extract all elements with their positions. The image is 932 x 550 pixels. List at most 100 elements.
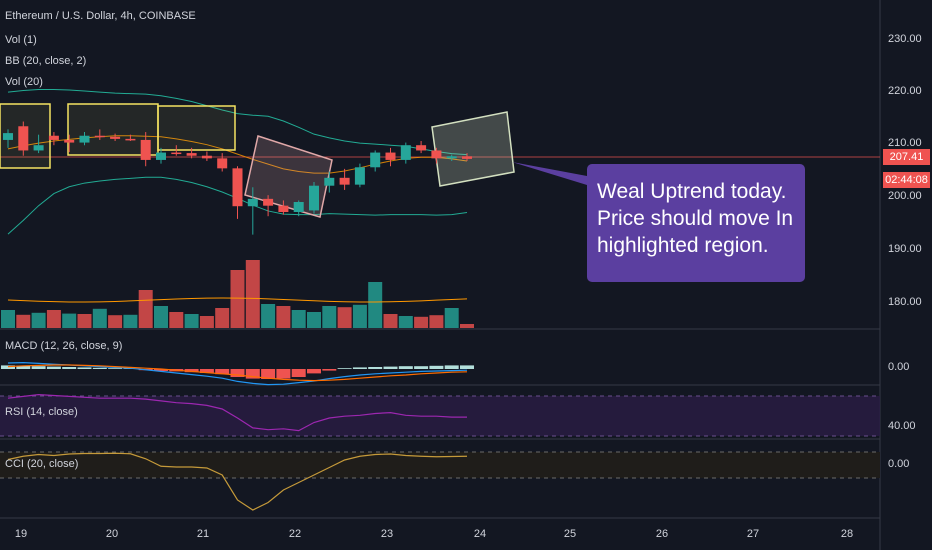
macd-histogram-bar (337, 368, 352, 369)
candle-body (94, 135, 105, 138)
macd-histogram-bar (154, 369, 168, 371)
macd-histogram-bar (276, 369, 291, 379)
rsi-line (7, 393, 467, 432)
annotation-box-3 (157, 105, 236, 151)
cci-line (7, 452, 468, 511)
indicator-vol20-label[interactable]: Vol (20) (5, 76, 43, 88)
volume-bar (184, 314, 199, 328)
macd-histogram-bar (307, 369, 321, 374)
macd-histogram-bar (92, 367, 107, 369)
macd-histogram-bar (291, 369, 306, 377)
volume-bar (291, 310, 306, 328)
candle-body (446, 156, 457, 159)
candle-body (462, 156, 472, 159)
rsi-title[interactable]: RSI (14, close) (5, 406, 78, 418)
volume-bar (92, 308, 107, 328)
time-axis-label: 27 (746, 528, 760, 540)
candle-body (33, 145, 44, 151)
price-axis-label: 210.00 (888, 137, 922, 149)
candle-body (232, 168, 243, 207)
macd-histogram-bar (16, 365, 31, 369)
candle-body (140, 139, 151, 160)
macd-histogram-bar (429, 365, 444, 369)
time-axis-label: 28 (840, 528, 854, 540)
macd-histogram-bar (460, 365, 474, 369)
volume-bar (230, 270, 245, 328)
volume-bar (322, 306, 337, 328)
time-axis-label: 23 (380, 528, 394, 540)
macd-histogram-bar (414, 366, 429, 369)
candle-body (370, 152, 381, 168)
price-axis-label: 190.00 (888, 243, 922, 255)
volume-bar (31, 312, 46, 328)
macd-histogram-bar (261, 369, 276, 379)
macd-title[interactable]: MACD (12, 26, close, 9) (5, 340, 123, 352)
candle-body (309, 185, 319, 211)
time-axis-label: 26 (655, 528, 669, 540)
candle-body (186, 153, 197, 156)
macd-histogram-bar (398, 366, 413, 369)
volume-bar (368, 282, 383, 328)
macd-signal-line (7, 364, 468, 382)
callout-annotation[interactable]: Weal Uptrend today. Price should move In… (587, 164, 805, 282)
callout-line-3: highlighted region. (597, 234, 769, 257)
callout-line-1: Weal Uptrend today. (597, 180, 787, 203)
macd-histogram-bar (62, 367, 77, 369)
candle-body (171, 152, 182, 155)
volume-bar (337, 307, 352, 328)
volume-bar (215, 308, 230, 328)
rsi-series (7, 393, 467, 432)
candle-body (48, 135, 59, 140)
macd-histogram-bar (245, 369, 260, 379)
candle-body (18, 126, 29, 151)
macd-histogram-bar (368, 367, 383, 369)
macd-histogram-bar (108, 368, 123, 369)
candle-body (217, 158, 228, 169)
callout-line-2: Price should move In (597, 207, 794, 230)
cci-band-fill (0, 452, 880, 478)
macd-axis-label: 0.00 (888, 361, 910, 373)
cci-axis-label: 0.00 (888, 458, 910, 470)
volume-bar (383, 314, 398, 328)
volume-bar (460, 324, 474, 328)
cci-title[interactable]: CCI (20, close) (5, 458, 79, 470)
time-axis-label: 24 (473, 528, 487, 540)
price-axis-label: 180.00 (888, 296, 922, 308)
macd-histogram-bar (230, 369, 245, 377)
price-axis-label: 220.00 (888, 85, 922, 97)
macd-histogram-bar (184, 369, 199, 373)
symbol-title[interactable]: Ethereum / U.S. Dollar, 4h, COINBASE (5, 10, 196, 22)
time-axis-label: 19 (14, 528, 28, 540)
volume-bar (62, 313, 77, 328)
indicator-vol1-label[interactable]: Vol (1) (5, 34, 37, 46)
candle-body (278, 205, 289, 213)
bar-countdown-tag: 02:44:08 (883, 172, 930, 188)
current-price-tag: 207.41 (883, 149, 930, 165)
candle-body (263, 198, 274, 206)
volume-bar (429, 315, 444, 328)
time-axis-label: 20 (105, 528, 119, 540)
volume-bar (138, 290, 153, 328)
price-axis-label: 230.00 (888, 33, 922, 45)
time-axis-label: 22 (288, 528, 302, 540)
time-axis-label: 21 (196, 528, 210, 540)
volume-bar (16, 314, 31, 328)
time-axis-label: 25 (563, 528, 577, 540)
indicator-bb-label[interactable]: BB (20, close, 2) (5, 55, 87, 67)
candle-body (247, 198, 258, 207)
candle-body (293, 202, 304, 213)
candlestick-series (3, 121, 472, 235)
candle-body (110, 136, 121, 139)
candle-body (125, 138, 136, 141)
candle-body (400, 145, 411, 160)
volume-bar (444, 308, 459, 328)
callout-pointer (512, 162, 587, 185)
candle-body (324, 177, 335, 186)
volume-bar (1, 310, 15, 328)
price-axis-label: 200.00 (888, 190, 922, 202)
macd-histogram-bar (322, 369, 337, 371)
macd-histogram-bar (199, 369, 214, 373)
candle-body (64, 139, 75, 143)
annotation-box-5 (431, 111, 515, 187)
